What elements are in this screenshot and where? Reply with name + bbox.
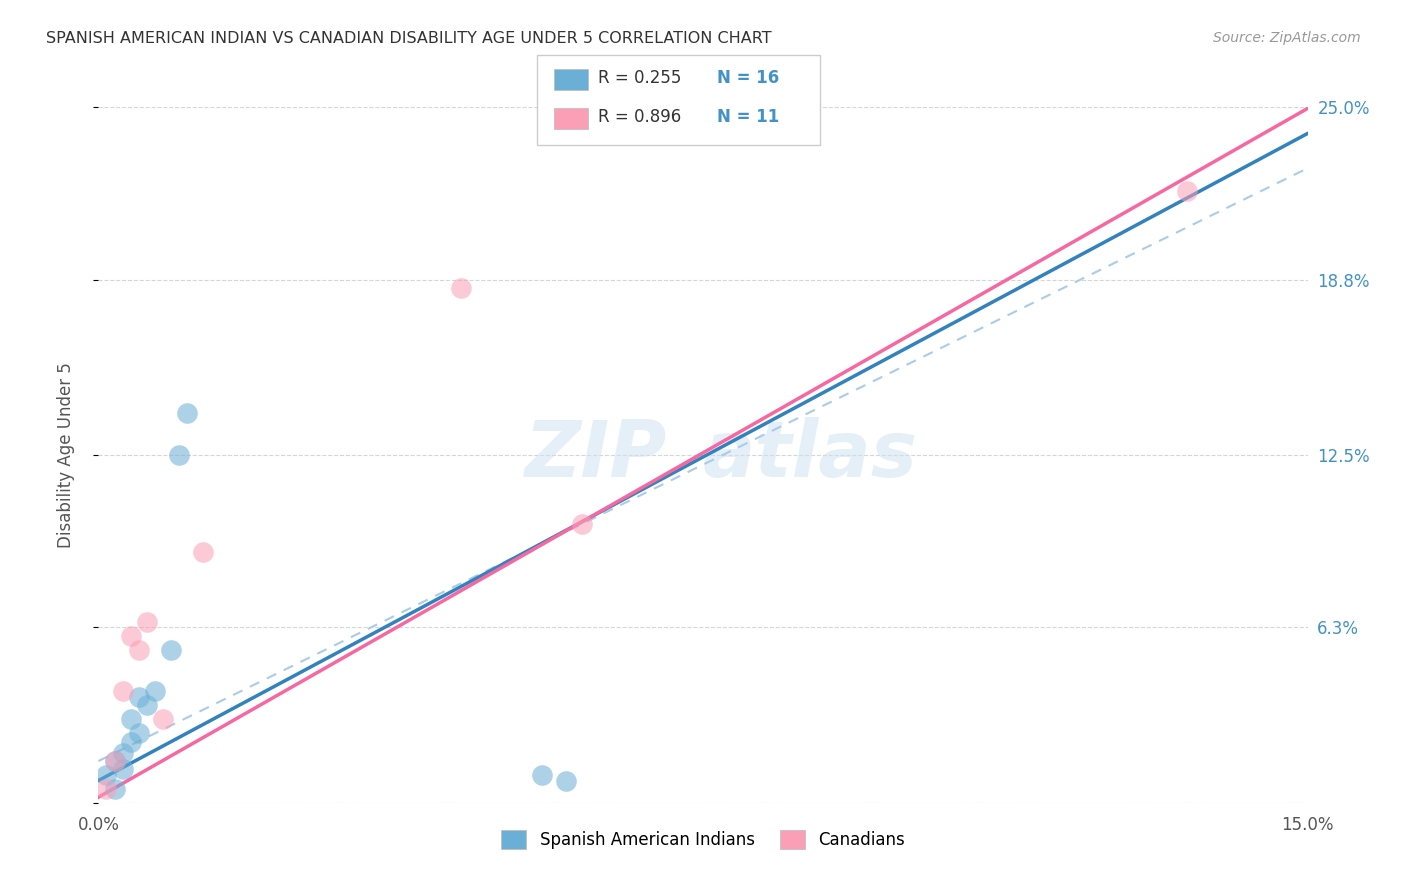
- Point: [530, 768, 553, 782]
- Point: [103, 781, 125, 796]
- Point: [160, 642, 183, 657]
- Point: [96, 781, 118, 796]
- Point: [103, 754, 125, 768]
- Point: [120, 734, 142, 748]
- Y-axis label: Disability Age Under 5: Disability Age Under 5: [56, 362, 75, 548]
- Point: [111, 684, 134, 698]
- Text: R = 0.255: R = 0.255: [598, 69, 681, 87]
- Text: N = 11: N = 11: [717, 108, 779, 126]
- Text: N = 16: N = 16: [717, 69, 779, 87]
- Point: [135, 698, 157, 713]
- Point: [167, 448, 190, 462]
- Point: [152, 712, 174, 726]
- Text: ZIP: ZIP: [524, 417, 666, 493]
- Point: [128, 690, 150, 704]
- Point: [120, 712, 142, 726]
- Point: [103, 754, 125, 768]
- Point: [450, 281, 472, 295]
- Point: [176, 406, 198, 420]
- Point: [555, 773, 578, 788]
- Text: atlas: atlas: [703, 417, 918, 493]
- Point: [128, 726, 150, 740]
- Text: Source: ZipAtlas.com: Source: ZipAtlas.com: [1213, 31, 1361, 45]
- Point: [1175, 184, 1198, 198]
- Point: [143, 684, 166, 698]
- Point: [135, 615, 157, 629]
- Point: [96, 768, 118, 782]
- Point: [111, 746, 134, 760]
- Point: [571, 517, 593, 532]
- Point: [120, 629, 142, 643]
- Text: SPANISH AMERICAN INDIAN VS CANADIAN DISABILITY AGE UNDER 5 CORRELATION CHART: SPANISH AMERICAN INDIAN VS CANADIAN DISA…: [46, 31, 772, 46]
- Legend: Spanish American Indians, Canadians: Spanish American Indians, Canadians: [494, 822, 912, 857]
- Point: [193, 545, 215, 559]
- Text: R = 0.896: R = 0.896: [598, 108, 681, 126]
- Point: [111, 763, 134, 777]
- Point: [128, 642, 150, 657]
